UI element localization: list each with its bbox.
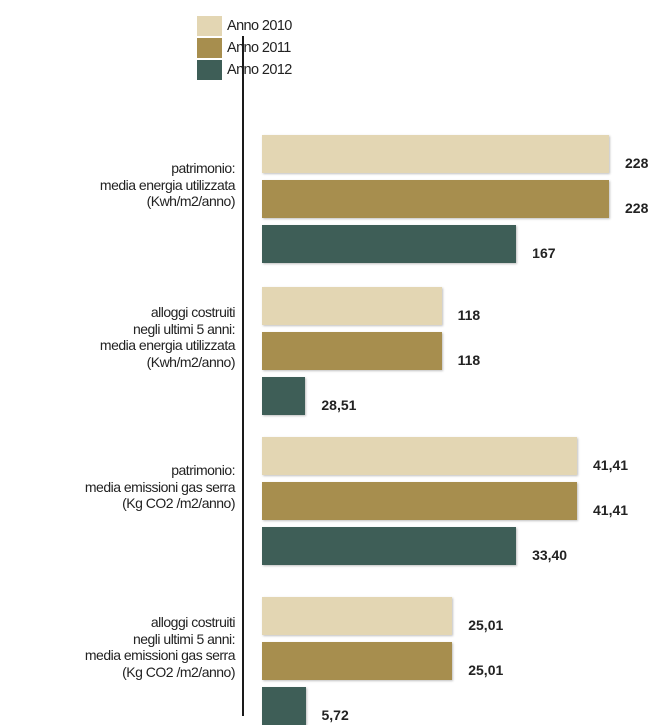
category-label: patrimonio: media energia utilizzata (Kwh/… (0, 160, 236, 210)
category-label-line: media energia utilizzata (99, 176, 236, 193)
bar (262, 225, 517, 263)
bar-value-label: 28,51 (321, 397, 357, 413)
category-label: patrimonio: media emissioni gas serra (Kg … (0, 462, 236, 512)
bar (262, 642, 453, 680)
category-label-line: patrimonio: (171, 160, 235, 177)
bar (262, 437, 577, 475)
category-label-line: (Kg CO2 /m2/anno) (122, 663, 235, 680)
bar-value-label: 25,01 (468, 617, 504, 633)
bar-value-label: 5,72 (321, 707, 349, 723)
bar (262, 332, 442, 370)
bar-value-label: 228 (625, 155, 649, 171)
category-label-line: (Kwh/m2/anno) (146, 193, 236, 210)
legend-swatch (197, 60, 222, 80)
bar (262, 527, 517, 565)
legend: Anno 2010 Anno 2011 Anno 2012 (197, 16, 292, 82)
bar-value-label: 167 (532, 245, 556, 261)
legend-label: Anno 2011 (227, 40, 291, 56)
bar (262, 687, 306, 725)
category-label-line: media emissioni gas serra (84, 478, 236, 495)
category-label-line: negli ultimi 5 anni: (132, 630, 236, 647)
legend-label: Anno 2012 (227, 62, 292, 78)
bar-value-label: 228 (625, 200, 649, 216)
category-label-line: (Kwh/m2/anno) (146, 353, 236, 370)
bar (262, 287, 442, 325)
legend-swatch (197, 16, 222, 36)
bar-value-label: 41,41 (593, 457, 629, 473)
legend-label: Anno 2010 (227, 18, 292, 34)
category-label-line: media emissioni gas serra (84, 647, 236, 663)
category-label-line: alloggi costruiti (150, 614, 236, 630)
bar-value-label: 118 (457, 352, 481, 368)
legend-item: Anno 2012 (197, 60, 292, 82)
category-label-line: negli ultimi 5 anni: (132, 320, 236, 337)
bar-value-label: 41,41 (593, 502, 629, 518)
category-label-line: alloggi costruiti (150, 304, 236, 320)
category-axis-line (242, 36, 244, 716)
bar (262, 482, 577, 520)
category-label: alloggi costruiti negli ultimi 5 anni: med… (0, 304, 236, 370)
legend-swatch (197, 38, 222, 58)
category-label-line: media energia utilizzata (99, 337, 236, 353)
legend-item: Anno 2010 (197, 16, 292, 38)
category-label-line: (Kg CO2 /m2/anno) (122, 495, 235, 512)
bar (262, 180, 609, 218)
legend-item: Anno 2011 (197, 38, 291, 60)
category-label-line: patrimonio: (171, 462, 235, 479)
bar (262, 377, 306, 415)
category-label: alloggi costruiti negli ultimi 5 anni: med… (0, 614, 236, 680)
bar (262, 135, 609, 173)
bar (262, 597, 453, 635)
bar-value-label: 118 (457, 307, 481, 323)
bar-value-label: 25,01 (468, 662, 504, 678)
bar-value-label: 33,40 (532, 547, 568, 563)
